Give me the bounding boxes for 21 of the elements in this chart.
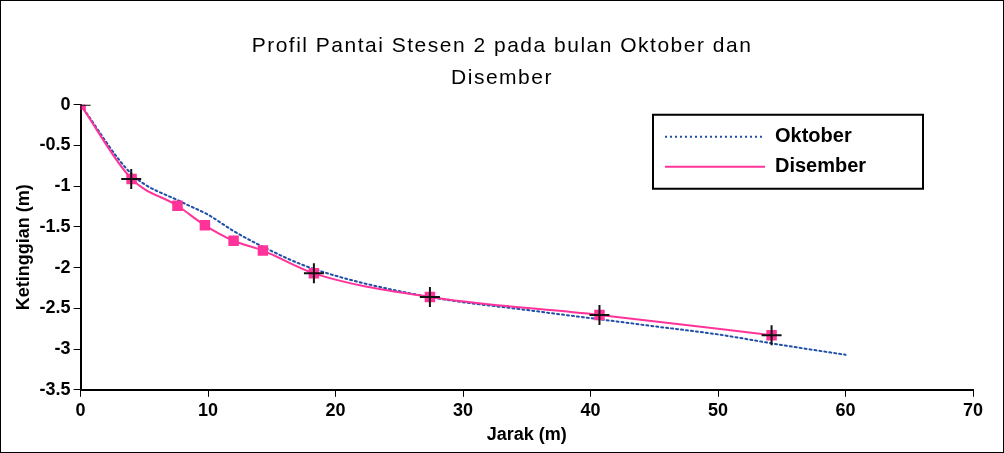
chart-title: Profil Pantai Stesen 2 pada bulan Oktober dan Disember [250,32,754,90]
x-axis-title: Jarak (m) [486,424,567,445]
x-tick-label: 40 [580,399,601,420]
x-tick-label: 30 [453,399,474,420]
x-tick-label: 50 [708,399,729,420]
x-tick-label: 60 [835,399,856,420]
y-tick-label: 0 [60,93,71,114]
y-tick-label: -1 [54,175,71,196]
x-tick-label: 70 [962,399,984,420]
x-tick-label: 10 [198,399,219,420]
y-tick-label: -1.5 [39,215,71,236]
x-tick-label: 0 [75,399,86,420]
x-tick-label: 20 [325,399,346,420]
y-tick-label: -0.5 [39,134,71,155]
legend-label: Disember [775,154,867,177]
y-tick-label: -2.5 [39,297,71,318]
y-axis-title: Ketinggian (m) [12,184,33,311]
y-tick-label: -3 [54,338,71,359]
legend-label: Oktober [775,124,852,147]
y-tick-label: -2 [54,256,71,277]
y-tick-label: -3.5 [39,378,71,399]
